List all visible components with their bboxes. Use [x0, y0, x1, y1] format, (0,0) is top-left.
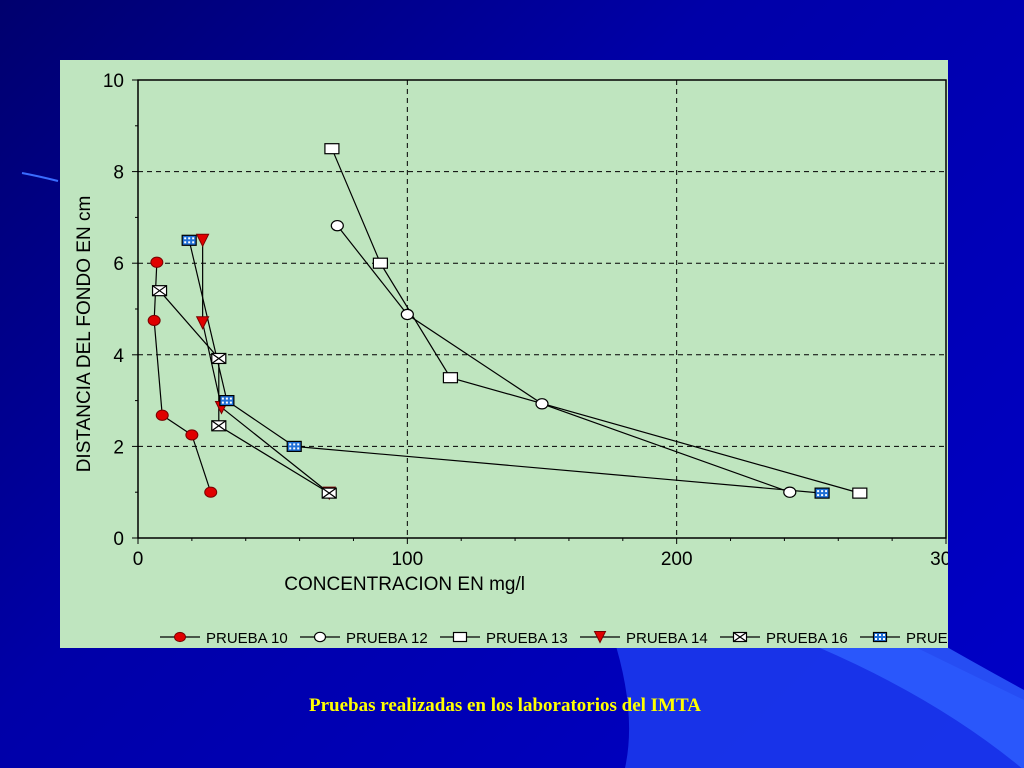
- chart: 0 100 200 300 0 2 4 6 8 10 CONCENTRACION EN mg/l DI…: [74, 71, 948, 647]
- legend-marker-3: [452, 631, 468, 643]
- series-line-6: [188, 240, 823, 494]
- series-2-point: [535, 398, 549, 410]
- series-3-point: [442, 372, 459, 384]
- series-line-2: [336, 225, 790, 493]
- series-1-point: [204, 486, 218, 498]
- series-1-point: [185, 429, 199, 441]
- y-tick-label: 2: [113, 437, 124, 458]
- series-1-point: [150, 256, 164, 268]
- y-axis-label: DISTANCIA DEL FONDO EN cm: [74, 196, 95, 473]
- y-tick-label: 8: [113, 163, 124, 184]
- legend-marker-4: [593, 631, 607, 644]
- y-tick-label: 0: [113, 529, 124, 550]
- y-tick-label: 10: [103, 71, 124, 92]
- x-tick-label: 200: [661, 549, 693, 570]
- series-2-point: [783, 486, 797, 498]
- slide-caption: Pruebas realizadas en los laboratorios d…: [309, 695, 701, 716]
- legend-label-4: PRUEBA 14: [626, 630, 708, 647]
- series-2-point: [400, 308, 414, 321]
- legend-marker-5: [732, 631, 748, 643]
- series-6-point: [286, 440, 302, 452]
- legend-marker-2: [313, 631, 327, 643]
- legend-label-1: PRUEBA 10: [206, 630, 288, 647]
- chart-panel: 0 100 200 300 0 2 4 6 8 10 CONCENTRACION EN mg/l DI…: [60, 60, 948, 648]
- legend-label-6: PRUEBA 17: [906, 630, 948, 647]
- y-tick-label: 6: [113, 254, 124, 275]
- legend-label-2: PRUEBA 12: [346, 630, 428, 647]
- y-tick-label: 4: [113, 346, 124, 367]
- series-1-point: [155, 409, 169, 421]
- x-axis-label: CONCENTRACION EN mg/l: [284, 574, 525, 595]
- series-4-point: [195, 233, 210, 248]
- series-5-point: [211, 420, 227, 432]
- plot-area: [137, 79, 947, 539]
- series-6-point: [219, 395, 235, 407]
- series-5-point: [211, 352, 227, 365]
- series-1-point: [147, 314, 161, 327]
- series-5-point: [151, 285, 168, 297]
- series-line-4: [202, 240, 330, 494]
- legend-marker-1: [174, 631, 186, 643]
- x-tick-label: 0: [133, 549, 144, 570]
- legend-label-5: PRUEBA 16: [766, 630, 848, 647]
- series-3-point: [852, 487, 868, 499]
- series-3-point: [324, 143, 340, 155]
- series-2-point: [330, 219, 344, 232]
- legend-label-3: PRUEBA 13: [486, 630, 568, 647]
- series-3-point: [372, 257, 388, 269]
- x-tick-label: 300: [930, 549, 948, 570]
- series-6-point: [181, 234, 197, 246]
- series-line-3: [331, 148, 860, 494]
- series-6-point: [814, 487, 830, 499]
- series-line-5: [159, 290, 330, 494]
- series-5-point: [321, 487, 337, 499]
- x-tick-label: 100: [391, 549, 423, 570]
- series-4-point: [195, 316, 210, 330]
- legend-marker-6: [872, 631, 888, 643]
